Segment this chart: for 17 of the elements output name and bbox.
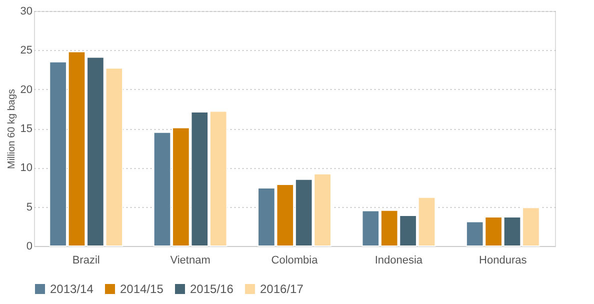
x-tick-label: Brazil [72, 254, 100, 266]
y-tick-label: 30 [20, 6, 32, 18]
x-tick-label: Vietnam [170, 254, 210, 266]
y-tick-label: 5 [26, 201, 32, 214]
y-tick-label: 10 [20, 162, 32, 174]
legend-label: 2015/16 [190, 282, 234, 296]
x-tick-label: Indonesia [374, 254, 424, 266]
y-tick-label: 0 [26, 240, 32, 252]
legend-label: 2016/17 [260, 282, 304, 296]
y-tick-label: 15 [20, 123, 32, 135]
y-axis-title: Million 60 kg bags [6, 88, 18, 170]
x-tick-label: Colombia [271, 254, 319, 266]
y-tick-label: 25 [20, 44, 32, 57]
y-tick-label: 20 [20, 84, 32, 96]
legend-label: 2014/15 [120, 282, 164, 296]
x-tick-label: Honduras [479, 254, 528, 266]
legend-label: 2013/14 [50, 282, 94, 296]
